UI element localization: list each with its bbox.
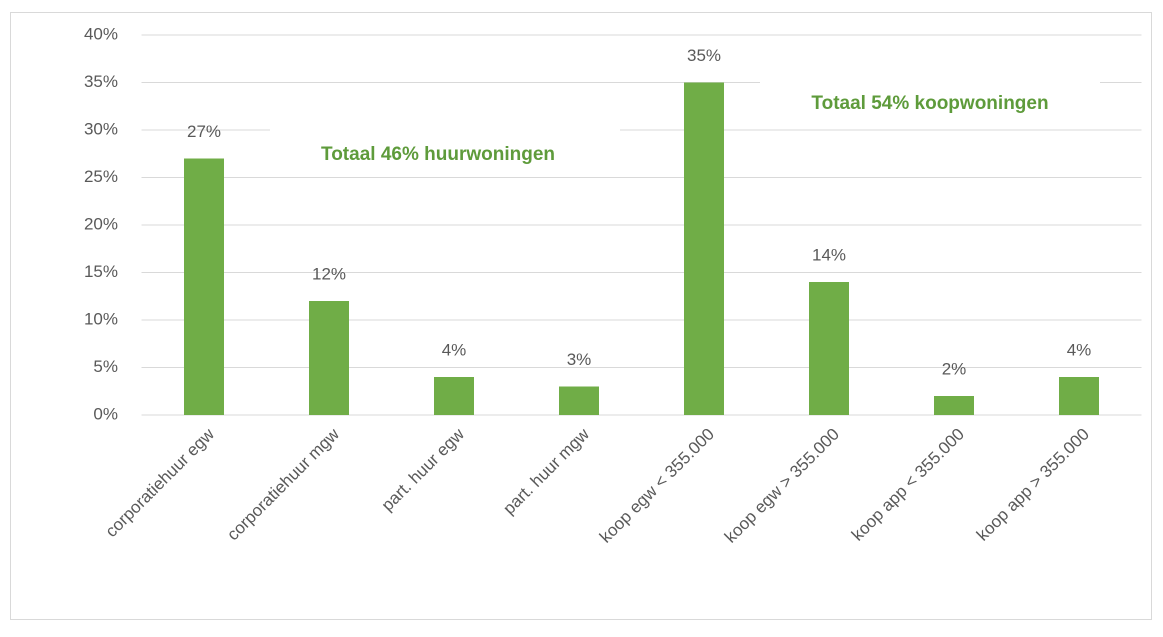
y-tick-label: 35%	[84, 72, 118, 91]
value-label: 3%	[567, 350, 592, 369]
value-label: 4%	[1067, 340, 1092, 359]
y-tick-label: 0%	[93, 404, 118, 423]
bar	[559, 386, 599, 415]
annotation: Totaal 54% koopwoningen	[811, 93, 1048, 114]
y-tick-label: 40%	[84, 24, 118, 43]
annotation-background	[760, 76, 1100, 126]
y-tick-label: 20%	[84, 214, 118, 233]
annotation-background	[270, 127, 620, 177]
value-label: 12%	[312, 264, 346, 283]
value-label: 2%	[942, 359, 967, 378]
bar	[184, 158, 224, 415]
value-label: 35%	[687, 46, 721, 65]
bar	[809, 282, 849, 415]
value-label: 14%	[812, 245, 846, 264]
bar	[1059, 377, 1099, 415]
value-label: 4%	[442, 340, 467, 359]
bar	[434, 377, 474, 415]
bar	[684, 82, 724, 415]
y-tick-label: 25%	[84, 167, 118, 186]
y-tick-label: 5%	[93, 357, 118, 376]
bar	[309, 301, 349, 415]
y-tick-label: 10%	[84, 309, 118, 328]
y-tick-label: 15%	[84, 262, 118, 281]
annotation: Totaal 46% huurwoningen	[321, 144, 555, 165]
bar	[934, 396, 974, 415]
y-tick-label: 30%	[84, 119, 118, 138]
value-label: 27%	[187, 122, 221, 141]
